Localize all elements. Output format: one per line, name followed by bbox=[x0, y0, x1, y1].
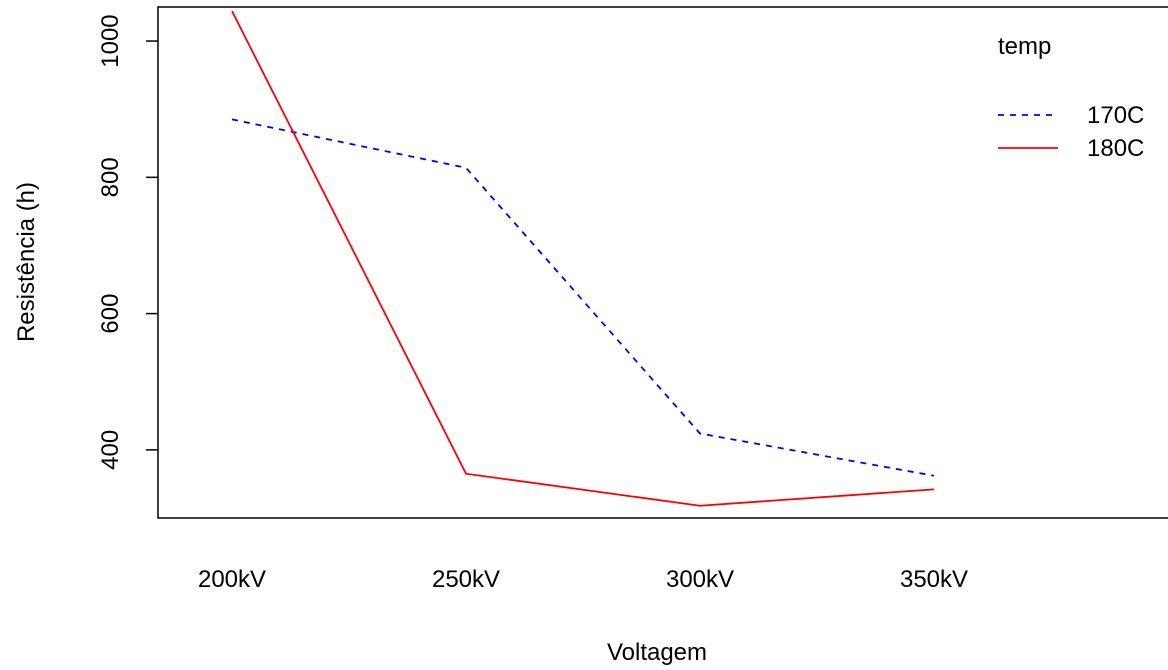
x-axis-title: Voltagem bbox=[607, 639, 707, 666]
x-tick-label: 350kV bbox=[900, 566, 968, 593]
series-line-170C bbox=[231, 118, 935, 477]
legend-label: 180C bbox=[1087, 135, 1144, 162]
y-axis: 400 600 800 1000 bbox=[97, 14, 158, 470]
series-line-180C bbox=[231, 10, 935, 507]
plot-frame bbox=[157, 6, 1168, 519]
series-lines bbox=[231, 10, 935, 507]
y-tick-label: 400 bbox=[97, 430, 124, 470]
y-tick-label: 600 bbox=[97, 294, 124, 334]
legend-label: 170C bbox=[1087, 102, 1144, 129]
y-tick-label: 1000 bbox=[97, 14, 124, 67]
x-tick-label: 250kV bbox=[432, 566, 500, 593]
legend-items: 170C 180C bbox=[998, 102, 1144, 162]
x-tick-label: 300kV bbox=[666, 566, 734, 593]
y-axis-title: Resistência (h) bbox=[13, 182, 40, 342]
legend-title: temp bbox=[998, 33, 1051, 60]
x-axis-labels: 200kV 250kV 300kV 350kV bbox=[198, 566, 968, 593]
legend: temp 170C 180C bbox=[998, 33, 1144, 162]
y-tick-label: 800 bbox=[97, 157, 124, 197]
x-tick-label: 200kV bbox=[198, 566, 266, 593]
